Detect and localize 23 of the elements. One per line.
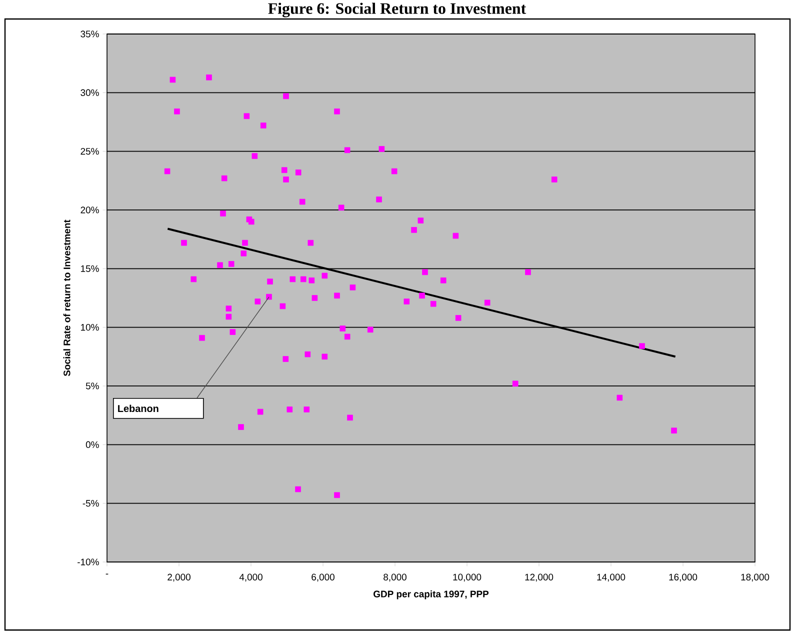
x-tick-label: 10,000 bbox=[453, 574, 482, 582]
y-tick-label: 0% bbox=[86, 441, 99, 448]
x-tick-label: 6,000 bbox=[312, 574, 334, 582]
y-tick-label: 10% bbox=[81, 324, 99, 331]
x-tick-label: 2,000 bbox=[168, 574, 190, 582]
y-tick-label: 35% bbox=[80, 30, 99, 38]
chart-title: Figure 6: Social Return to Investment bbox=[268, 2, 526, 18]
y-tick-label: -10% bbox=[78, 558, 99, 566]
y-tick-label: 5% bbox=[86, 382, 99, 390]
x-tick-label: 12,000 bbox=[525, 574, 554, 582]
x-axis-title: GDP per capita 1997, PPP bbox=[374, 590, 489, 600]
x-tick-label: 8,000 bbox=[384, 574, 406, 582]
x-tick-label: 16,000 bbox=[669, 574, 698, 582]
y-tick-label: 20% bbox=[80, 206, 99, 214]
x-tick-label: 18,000 bbox=[741, 574, 770, 582]
y-tick-label: 30% bbox=[80, 89, 99, 96]
x-tick-label: 14,000 bbox=[597, 574, 626, 582]
annotation: Lebanon bbox=[118, 404, 158, 412]
y-axis-title: Social Rate of return to Investment bbox=[63, 220, 70, 376]
y-tick-label: 25% bbox=[80, 148, 99, 155]
y-tick-label: 15% bbox=[81, 265, 99, 272]
y-tick-label: -5% bbox=[82, 500, 99, 507]
x-tick-label: 4,000 bbox=[239, 574, 262, 582]
